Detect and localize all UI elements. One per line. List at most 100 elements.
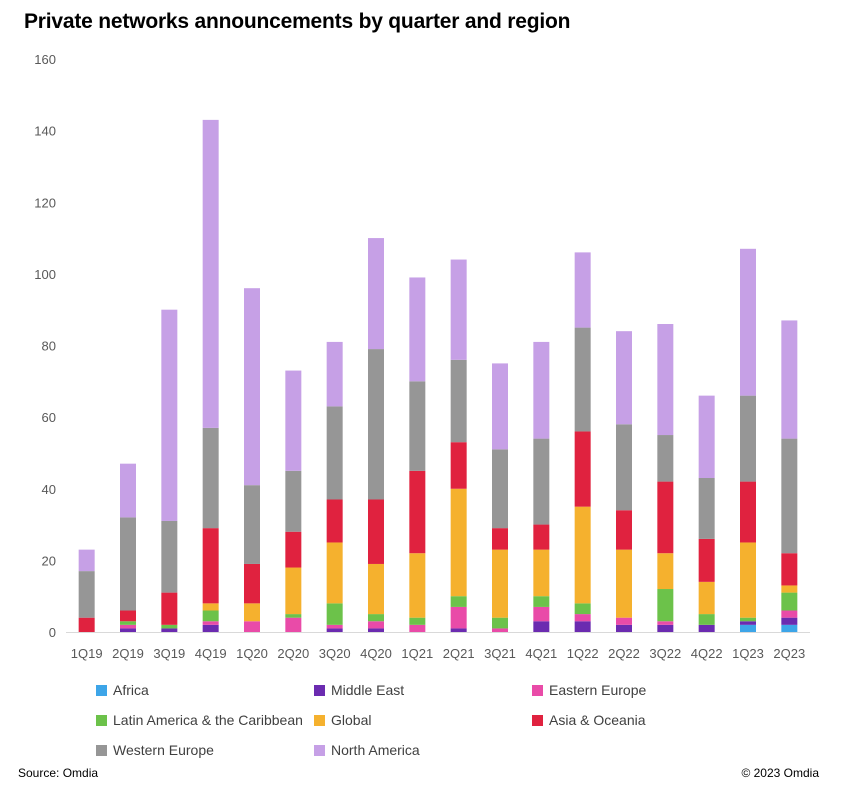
- bar-segment: [450, 606, 467, 629]
- legend-swatch: [96, 744, 107, 756]
- legend-swatch: [532, 684, 543, 696]
- y-tick-label: 80: [42, 339, 56, 354]
- bar-segment: [326, 406, 343, 500]
- y-axis: 0 20 40 60 80 100 120 140 160: [34, 52, 810, 640]
- bar-segment: [202, 621, 219, 625]
- legend-label: Africa: [113, 682, 149, 698]
- bar-segment: [202, 427, 219, 529]
- y-tick-label: 40: [42, 482, 56, 497]
- bar-segment: [326, 542, 343, 604]
- bar-segment: [161, 628, 178, 632]
- bar-segment: [616, 331, 632, 425]
- x-tick-label: 1Q22: [567, 646, 599, 661]
- bar-segment: [657, 435, 674, 482]
- x-tick-label: 2Q22: [608, 646, 640, 661]
- legend-label: Global: [331, 712, 372, 728]
- bar-segment: [202, 624, 219, 632]
- bar-segment: [244, 621, 260, 632]
- y-tick-label: 140: [34, 124, 56, 139]
- bar-segment: [78, 549, 95, 572]
- legend-item: Africa: [96, 682, 149, 698]
- x-tick-label: 3Q20: [319, 646, 351, 661]
- bar-segment: [78, 571, 95, 618]
- bar-segment: [740, 621, 756, 625]
- bar-segment: [533, 438, 550, 525]
- x-tick-label: 4Q19: [195, 646, 227, 661]
- bar-segment: [161, 520, 178, 593]
- bar-segment: [285, 470, 302, 532]
- bar-segment: [657, 553, 674, 590]
- bar-segment: [533, 596, 550, 607]
- bar-segment: [368, 621, 384, 629]
- bar-segment: [698, 614, 715, 625]
- bar-segment: [202, 603, 219, 611]
- legend-swatch: [314, 744, 325, 756]
- bar-segment: [285, 531, 302, 568]
- bar-segment: [202, 119, 219, 428]
- bar-segment: [326, 624, 343, 629]
- copyright-note: © 2023 Omdia: [741, 766, 819, 780]
- legend-item: Global: [314, 712, 371, 728]
- bar-segment: [492, 628, 508, 632]
- legend-item: Eastern Europe: [532, 682, 646, 698]
- bar-segment: [326, 628, 343, 632]
- legend-swatch: [96, 684, 107, 696]
- bar-segment: [409, 470, 426, 554]
- bar-segment: [781, 592, 798, 611]
- x-tick-label: 1Q19: [71, 646, 103, 661]
- bar-segment: [368, 238, 384, 350]
- bar-segment: [574, 603, 591, 615]
- bar-segment: [616, 510, 632, 550]
- bar-segment: [120, 628, 136, 632]
- bar-segment: [616, 617, 632, 625]
- bar-segment: [533, 606, 550, 622]
- bar-segment: [120, 517, 136, 611]
- y-tick-label: 60: [42, 410, 56, 425]
- legend-label: Middle East: [331, 682, 405, 698]
- bar-segment: [492, 363, 508, 450]
- legend-swatch: [532, 714, 543, 726]
- bar-segment: [657, 624, 674, 632]
- bar-segment: [781, 610, 798, 618]
- bar-segment: [368, 563, 384, 615]
- x-tick-label: 4Q20: [360, 646, 392, 661]
- bar-segment: [368, 628, 384, 632]
- legend-item: Asia & Oceania: [532, 712, 646, 728]
- bar-segment: [698, 624, 715, 632]
- bar-segment: [492, 449, 508, 529]
- x-tick-label: 2Q23: [773, 646, 805, 661]
- bar-segment: [161, 624, 178, 629]
- y-tick-label: 120: [34, 195, 56, 210]
- bar-segment: [78, 617, 95, 632]
- bar-segment: [574, 621, 591, 632]
- bar-segment: [244, 603, 260, 622]
- bar-segment: [533, 341, 550, 439]
- y-tick-label: 100: [34, 267, 56, 282]
- bar-segment: [574, 327, 591, 432]
- bar-segment: [740, 248, 756, 396]
- legend-label: Western Europe: [113, 742, 214, 758]
- bar-segment: [285, 617, 302, 632]
- legend-item: North America: [314, 742, 420, 758]
- bar-segment: [698, 581, 715, 615]
- bar-segment: [574, 506, 591, 604]
- bar-segment: [450, 628, 467, 632]
- bar-segment: [409, 381, 426, 471]
- bar-segment: [740, 542, 756, 618]
- bar-segment: [657, 589, 674, 622]
- legend-label: Latin America & the Caribbean: [113, 712, 303, 728]
- bar-segment: [533, 621, 550, 632]
- bar-segment: [740, 395, 756, 482]
- bar-segment: [368, 499, 384, 564]
- bar-segment: [574, 431, 591, 507]
- bars: [78, 119, 798, 632]
- legend-swatch: [314, 714, 325, 726]
- bar-segment: [120, 624, 136, 629]
- x-tick-label: 2Q19: [112, 646, 144, 661]
- legend-label: Eastern Europe: [549, 682, 647, 698]
- x-tick-label: 3Q21: [484, 646, 516, 661]
- bar-segment: [244, 485, 260, 564]
- x-tick-label: 4Q21: [525, 646, 557, 661]
- bar-segment: [492, 528, 508, 550]
- bar-segment: [409, 277, 426, 382]
